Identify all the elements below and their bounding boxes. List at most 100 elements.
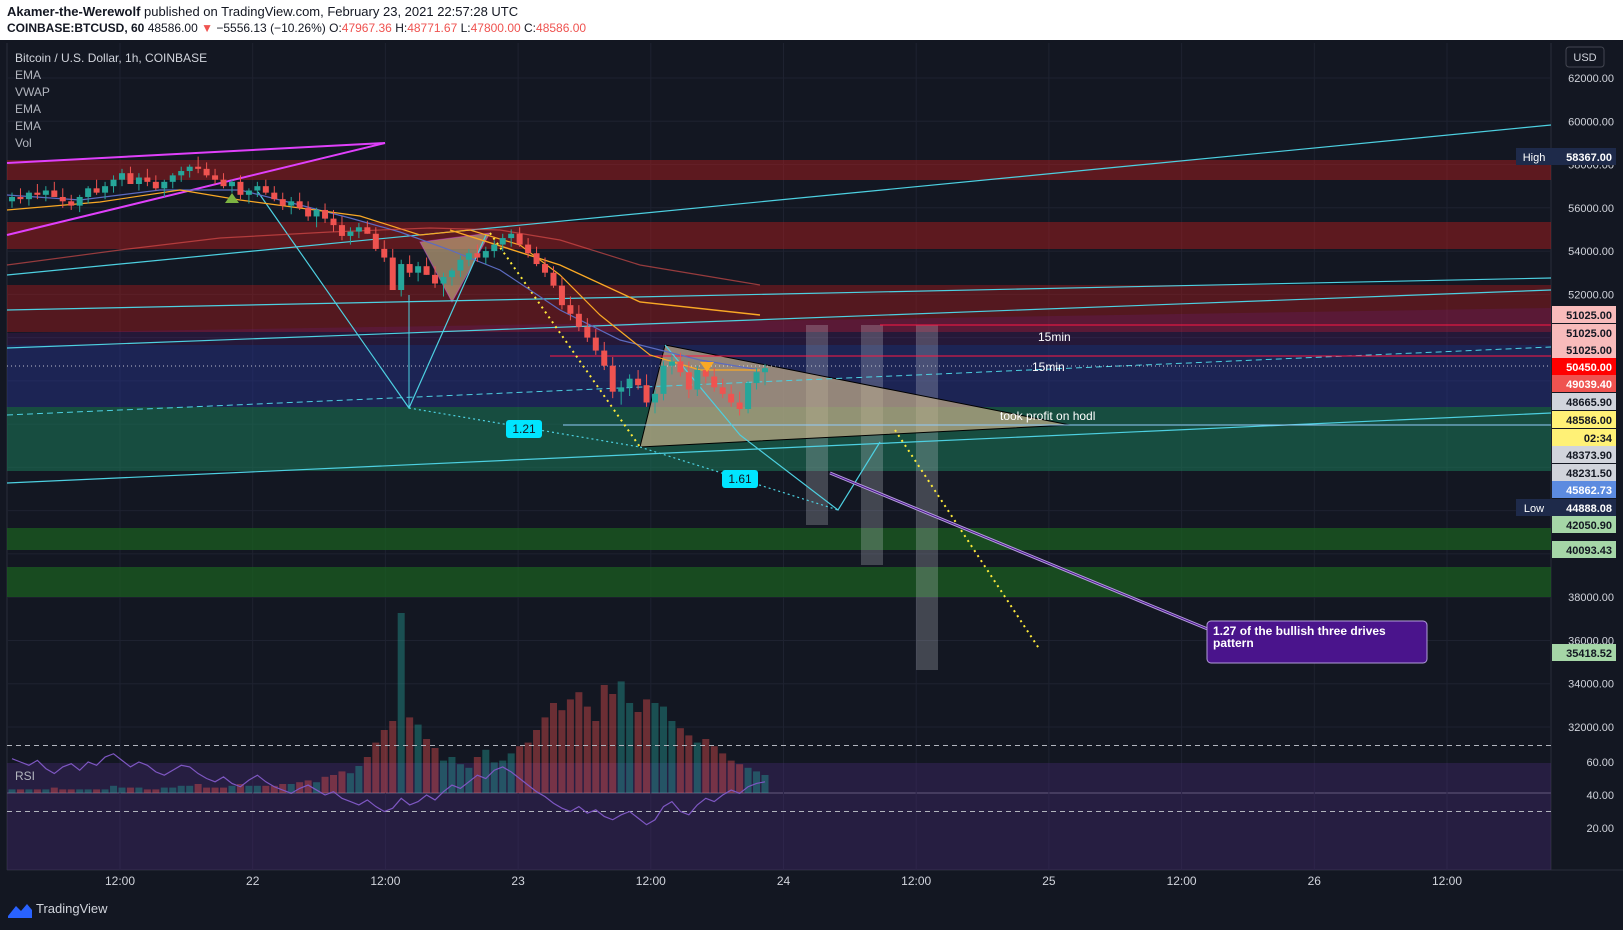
candle-body (152, 181, 159, 189)
price-label-value: 48665.90 (1566, 397, 1612, 409)
volume-bar (439, 760, 447, 793)
candle-body (161, 181, 168, 189)
trendline-mid (6, 277, 1552, 311)
low-value: 47800.00 (470, 21, 521, 35)
ohlc-line: COINBASE:BTCUSD, 60 48586.00 ▼ −5556.13 … (7, 21, 586, 35)
volume-bar (296, 782, 304, 793)
candle-body (643, 385, 650, 403)
candle-body (753, 372, 760, 384)
volume-bar (541, 717, 549, 793)
volume-bar (397, 613, 405, 793)
volume-bar (668, 721, 676, 793)
candle-body (432, 274, 439, 284)
volume-bar (456, 764, 464, 793)
volume-bar (583, 706, 591, 793)
resistance-zone-58k (7, 160, 1551, 180)
price-label-tag (1552, 358, 1616, 375)
volume-bar (313, 782, 321, 793)
label-15min-upper: 15min (1038, 330, 1071, 344)
brand-label[interactable]: TradingView (36, 901, 108, 916)
volume-bar (676, 728, 684, 793)
callout-text: 1.27 of the bullish three drives pattern (1213, 625, 1386, 650)
legend: Bitcoin / U.S. Dollar, 1h, COINBASE EMA … (15, 51, 207, 783)
legend-vol[interactable]: Vol (15, 136, 32, 150)
volume-bar (169, 787, 177, 793)
trend-lines (6, 124, 1552, 651)
price-tick-label: 60000.00 (1568, 116, 1614, 128)
ema-orange (6, 189, 760, 371)
chart-canvas[interactable]: 1.21 1.61 15min 15min took profit on hod… (0, 40, 1623, 890)
legend-ema-3[interactable]: EMA (15, 119, 41, 133)
trendline-dashed (6, 346, 1552, 416)
legend-rsi[interactable]: RSI (15, 769, 35, 783)
volume-bar (617, 681, 625, 793)
candle-body (271, 192, 278, 200)
price-label-tag (1552, 341, 1616, 358)
candle-body (305, 207, 312, 217)
price-label-tag (1552, 411, 1616, 428)
candle-body (372, 233, 379, 249)
drive-leg-3 (664, 344, 881, 511)
volume-bar (659, 706, 667, 793)
volume-bars (8, 613, 769, 793)
candle-body (635, 378, 642, 386)
volume-bar (211, 787, 219, 793)
demand-zone-40k (7, 567, 1551, 597)
author-name[interactable]: Akamer-the-Werewolf (7, 4, 141, 19)
volume-bar (736, 764, 744, 793)
volume-bar (228, 785, 236, 793)
wedge-upper (6, 142, 386, 164)
time-axis[interactable]: 12:00 22 12:00 23 12:00 24 12:00 25 12:00 26 12:00 (105, 874, 1462, 888)
legend-ema-1[interactable]: EMA (15, 68, 41, 82)
legend-title[interactable]: Bitcoin / U.S. Dollar, 1h, COINBASE (15, 51, 207, 65)
candle-body (9, 196, 15, 202)
candle-body (567, 305, 574, 314)
time-tick-label: 22 (246, 874, 260, 888)
volume-bar (236, 784, 244, 793)
currency-button[interactable] (1565, 46, 1605, 68)
legend-vwap[interactable]: VWAP (15, 85, 50, 99)
candle-body (364, 227, 371, 234)
price-label-value: 48586.00 (1566, 415, 1612, 427)
rsi-axis[interactable]: 60.00 40.00 20.00 (1586, 757, 1614, 835)
high-value: 48771.67 (407, 21, 458, 35)
chart-panel[interactable]: 1.21 1.61 15min 15min took profit on hod… (0, 40, 1623, 890)
volume-bar (389, 721, 397, 793)
volume-bar (84, 789, 92, 793)
volume-bar (8, 789, 16, 793)
candle-body (702, 370, 709, 377)
volume-bar (549, 703, 557, 793)
volume-bar (321, 776, 329, 793)
candle-body (34, 192, 41, 195)
demand-zone-42k (7, 528, 1551, 550)
candle-body (68, 201, 75, 206)
volume-bar (194, 784, 202, 793)
yellow-projection-2 (894, 429, 1041, 651)
volume-bar (42, 789, 50, 793)
volume-bar (101, 789, 109, 793)
volume-bar (626, 703, 634, 793)
fib-121-label: 1.21 (512, 422, 536, 436)
callout-box[interactable] (1206, 620, 1428, 664)
projection-box-3 (916, 325, 938, 670)
rsi-tick-label: 60.00 (1586, 757, 1614, 769)
tradingview-logo-icon[interactable] (8, 902, 32, 918)
candle-body (711, 376, 718, 388)
candle-body (440, 277, 447, 284)
candle-body (584, 326, 591, 338)
price-label-caption-tag (1516, 499, 1552, 516)
candle-body (17, 196, 24, 200)
price-label-value: 51025.00 (1566, 328, 1612, 340)
price-label-value: 45862.73 (1566, 485, 1612, 497)
volume-bar (330, 775, 338, 793)
volume-bar (710, 746, 718, 793)
currency-label: USD (1573, 52, 1596, 64)
time-tick-label: 26 (1308, 874, 1322, 888)
candle-body (508, 233, 515, 239)
candle-body (694, 370, 701, 390)
channel-shade (7, 308, 1551, 345)
time-tick-label: 23 (511, 874, 525, 888)
candle-body (51, 190, 58, 197)
volume-bar (575, 692, 583, 793)
legend-ema-2[interactable]: EMA (15, 102, 41, 116)
